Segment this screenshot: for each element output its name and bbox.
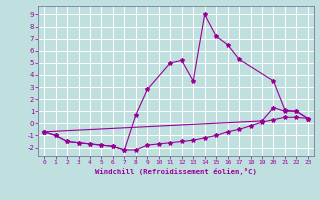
X-axis label: Windchill (Refroidissement éolien,°C): Windchill (Refroidissement éolien,°C) [95,168,257,175]
